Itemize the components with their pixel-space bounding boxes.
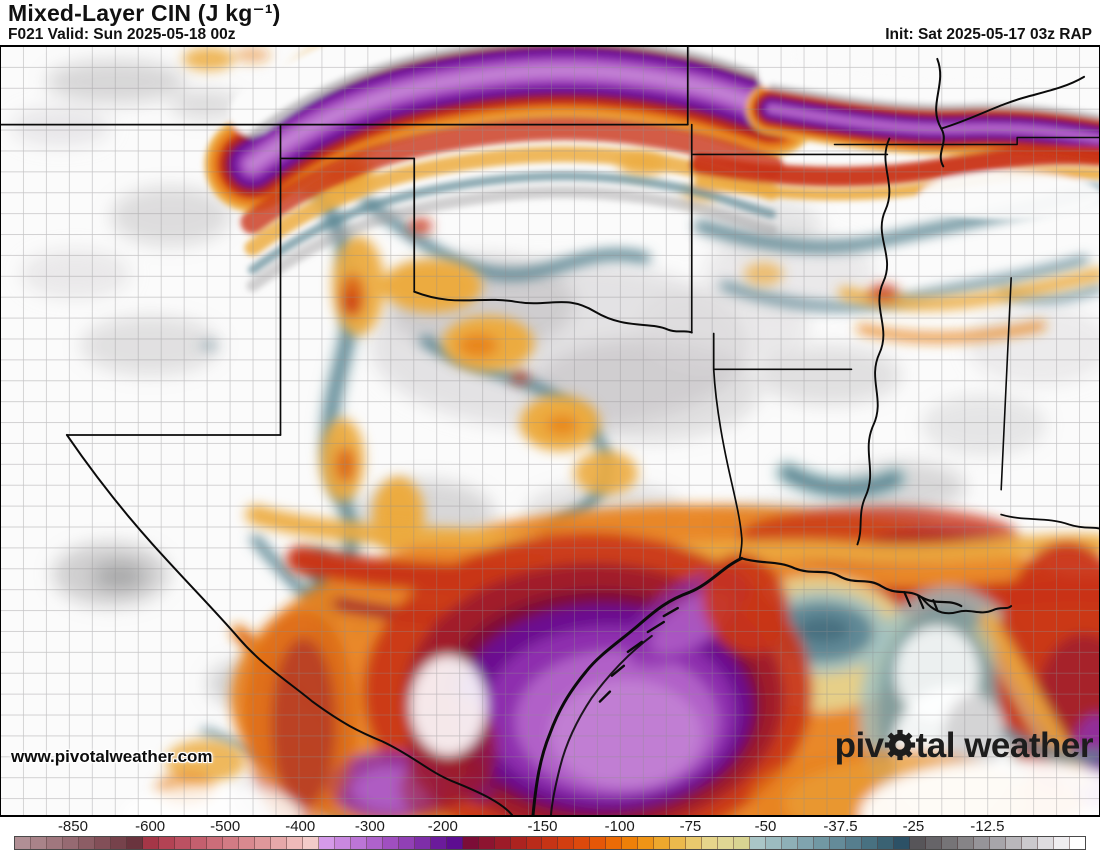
colorbar-segment — [510, 837, 527, 849]
colorbar-segment — [926, 837, 943, 849]
colorbar-segment — [142, 837, 159, 849]
colorbar-tick-label: -100 — [604, 818, 635, 835]
colorbar-segment — [222, 837, 239, 849]
colorbar-segment — [974, 837, 991, 849]
gear-icon — [884, 729, 915, 761]
watermark-url: www.pivotalweather.com — [11, 747, 213, 766]
colorbar-tick-label: -37.5 — [823, 818, 858, 835]
colorbar-segments — [14, 836, 1086, 850]
colorbar-segment — [1022, 837, 1038, 849]
colorbar-segment — [494, 837, 511, 849]
model-init-label: Init: Sat 2025-05-17 03z RAP — [885, 26, 1092, 43]
colorbar-segment — [158, 837, 175, 849]
colorbar-segment — [862, 837, 879, 849]
colorbar-segment — [46, 837, 63, 849]
colorbar-segment — [542, 837, 559, 849]
colorbar-segment — [382, 837, 399, 849]
colorbar-segment — [766, 837, 783, 849]
colorbar-segment — [30, 837, 47, 849]
logo-text-tal-weather: tal weather — [915, 726, 1094, 765]
colorbar-segment — [1069, 837, 1085, 849]
colorbar-segment — [798, 837, 815, 849]
colorbar-segment — [670, 837, 687, 849]
colorbar-segment — [654, 837, 671, 849]
colorbar-segment — [62, 837, 79, 849]
colorbar-segment — [718, 837, 735, 849]
colorbar-segment — [1038, 837, 1054, 849]
colorbar-segment — [206, 837, 223, 849]
colorbar-segment — [878, 837, 895, 849]
colorbar-segment — [958, 837, 975, 849]
colorbar-segment — [94, 837, 111, 849]
colorbar-segment — [174, 837, 191, 849]
colorbar-segment — [318, 837, 335, 849]
colorbar-segment — [430, 837, 447, 849]
colorbar-tick-label: -200 — [427, 818, 458, 835]
colorbar-segment — [686, 837, 703, 849]
colorbar-segment — [526, 837, 543, 849]
map-header: Mixed-Layer CIN (J kg⁻¹) F021 Valid: Sun… — [0, 0, 1100, 45]
colorbar-tick-label: -600 — [135, 818, 166, 835]
colorbar-segment — [254, 837, 271, 849]
colorbar-segment — [446, 837, 463, 849]
colorbar-segment — [334, 837, 351, 849]
colorbar-segment — [990, 837, 1007, 849]
forecast-map: www.pivotalweather.com piv tal weather — [0, 45, 1100, 817]
pivotal-weather-logo: piv tal weather — [834, 725, 1094, 766]
colorbar-tick-label: -400 — [285, 818, 316, 835]
state-borders — [1, 47, 1099, 815]
colorbar-segment — [846, 837, 863, 849]
colorbar-tick-label: -850 — [57, 818, 88, 835]
colorbar-segment — [110, 837, 127, 849]
county-grid — [1, 47, 1099, 815]
colorbar-ticks: -850 -600 -500 -400 -300 -200 -150 -100 -75 -50 -3… — [14, 817, 1086, 836]
colorbar-segment — [1053, 837, 1070, 849]
colorbar-segment — [478, 837, 495, 849]
colorbar-tick-label: -50 — [754, 818, 777, 835]
cin-contour-map — [1, 47, 1099, 815]
colorbar-tick-label: -300 — [354, 818, 385, 835]
forecast-valid-label: F021 Valid: Sun 2025-05-18 00z — [8, 26, 236, 43]
colorbar-segment — [238, 837, 255, 849]
colorbar-segment — [270, 837, 287, 849]
colorbar-segment — [942, 837, 959, 849]
colorbar-tick-label: -12.5 — [970, 818, 1005, 835]
colorbar-segment — [190, 837, 207, 849]
colorbar-segment — [1006, 837, 1023, 849]
colorbar-segment — [894, 837, 911, 849]
colorbar-segment — [622, 837, 639, 849]
logo-text-piv: piv — [834, 726, 885, 765]
colorbar-segment — [286, 837, 303, 849]
colorbar-segment — [702, 837, 719, 849]
colorbar-segment — [782, 837, 799, 849]
colorbar-tick-label: -75 — [679, 818, 702, 835]
colorbar-segment — [78, 837, 95, 849]
colorbar-segment — [606, 837, 623, 849]
colorbar-segment — [350, 837, 367, 849]
colorbar-tick-label: -500 — [210, 818, 241, 835]
colorbar-segment — [462, 837, 479, 849]
colorbar-tick-label: -25 — [902, 818, 925, 835]
colorbar-segment — [574, 837, 591, 849]
colorbar-segment — [638, 837, 655, 849]
page-title: Mixed-Layer CIN (J kg⁻¹) — [8, 0, 281, 26]
colorbar-segment — [126, 837, 143, 849]
colorbar-segment — [558, 837, 575, 849]
colorbar-segment — [750, 837, 767, 849]
colorbar-segment — [414, 837, 431, 849]
colorbar-tick-label: -150 — [527, 818, 558, 835]
colorbar-segment — [302, 837, 319, 849]
colorbar-segment — [366, 837, 383, 849]
colorbar-segment — [910, 837, 927, 849]
colorbar-segment — [15, 837, 31, 849]
colorbar-segment — [590, 837, 607, 849]
colorbar-segment — [734, 837, 751, 849]
colorbar-segment — [830, 837, 847, 849]
colorbar-segment — [814, 837, 831, 849]
colorbar-segment — [398, 837, 415, 849]
